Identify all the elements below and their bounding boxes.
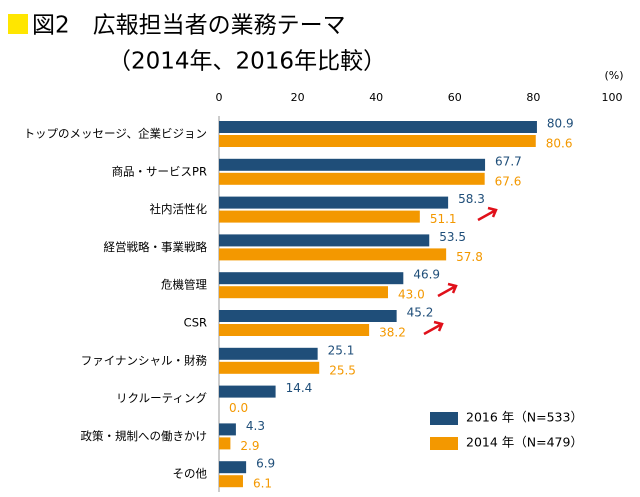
x-tick-label: 80: [526, 91, 540, 104]
category-label: 経営戦略・事業戦略: [104, 240, 208, 254]
value-label: 38.2: [379, 326, 406, 340]
bar: [219, 286, 388, 299]
bar: [219, 210, 420, 223]
category-label: 商品・サービスPR: [112, 164, 207, 178]
unit-label: (%): [604, 69, 623, 82]
x-tick-label: 60: [448, 91, 462, 104]
value-label: 25.5: [329, 363, 356, 377]
bar: [219, 310, 397, 322]
bar: [219, 234, 430, 247]
bar: [219, 324, 370, 336]
value-label: 6.9: [256, 457, 275, 471]
bar: [219, 196, 449, 209]
x-tick-label: 40: [369, 91, 383, 104]
value-label: 80.6: [546, 137, 573, 151]
bar: [219, 361, 320, 374]
value-label: 4.3: [246, 419, 265, 433]
bar: [219, 461, 247, 474]
chart-title: 図2 広報担当者の業務テーマ: [32, 13, 346, 39]
bar: [219, 272, 404, 285]
legend-swatch: [430, 412, 458, 425]
arrow: [437, 282, 458, 298]
value-label: 45.2: [407, 306, 434, 320]
bar: [219, 437, 231, 450]
legend-label: 2016 年（N=533）: [466, 410, 583, 425]
value-label: 57.8: [456, 250, 483, 264]
category-label: トップのメッセージ、企業ビジョン: [24, 127, 207, 141]
bar: [219, 121, 537, 133]
value-label: 14.4: [286, 381, 313, 395]
arrow: [423, 320, 444, 336]
bar: [219, 347, 318, 360]
legend-swatch: [430, 437, 458, 450]
bar: [219, 135, 536, 147]
x-tick-label: 100: [602, 91, 623, 104]
value-label: 6.1: [253, 477, 272, 491]
category-label: その他: [173, 467, 208, 481]
value-label: 58.3: [458, 192, 485, 206]
value-label: 80.9: [547, 117, 574, 131]
value-label: 51.1: [430, 212, 457, 226]
category-label: 社内活性化: [150, 202, 208, 216]
value-label: 67.6: [495, 174, 522, 188]
chart-subtitle: （2014年、2016年比較）: [108, 49, 386, 75]
bar: [219, 248, 447, 261]
bar: [219, 423, 236, 436]
value-label: 0.0: [229, 401, 248, 415]
x-tick-label: 20: [291, 91, 305, 104]
category-label: リクルーティング: [116, 391, 207, 405]
legend-label: 2014 年（N=479）: [466, 435, 583, 450]
value-label: 46.9: [413, 268, 440, 282]
category-label: CSR: [184, 316, 207, 330]
value-label: 67.7: [495, 154, 522, 168]
x-tick-label: 0: [216, 91, 223, 104]
category-label: 危機管理: [161, 278, 207, 292]
highlight-arrows: [423, 206, 498, 336]
bar: [219, 475, 243, 488]
bar: [219, 172, 485, 185]
arrow: [477, 206, 498, 222]
bar: [219, 158, 486, 171]
category-label: 政策・規制への働きかけ: [81, 429, 208, 443]
value-label: 43.0: [398, 288, 425, 302]
value-label: 2.9: [240, 439, 259, 453]
value-label: 25.1: [328, 343, 355, 357]
category-label: ファイナンシャル・財務: [81, 353, 208, 367]
bar: [219, 385, 276, 398]
value-label: 53.5: [439, 230, 466, 244]
title-marker: [8, 14, 28, 34]
